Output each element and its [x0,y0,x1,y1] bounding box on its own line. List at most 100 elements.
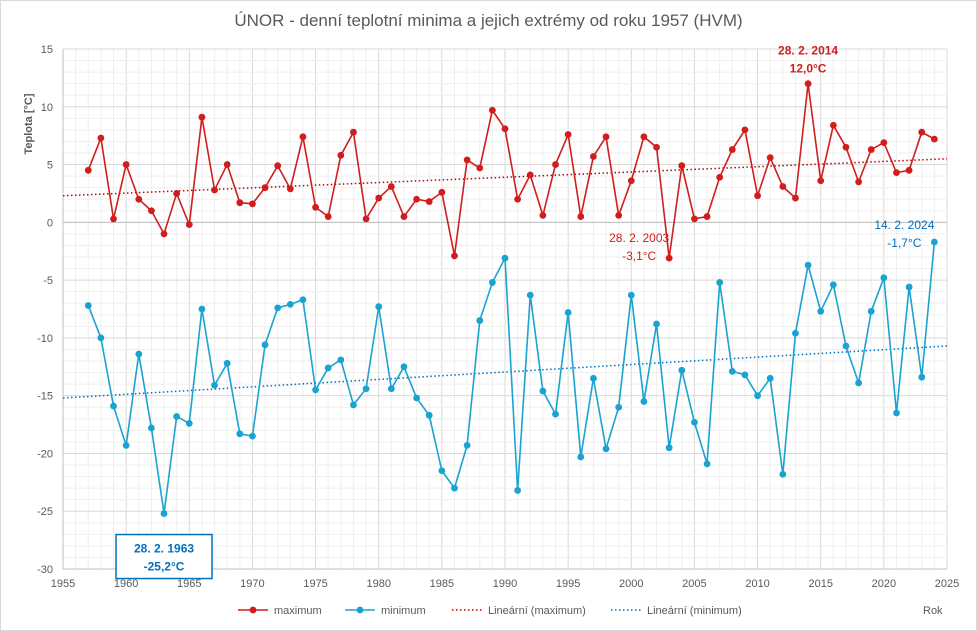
y-tick-label: -25 [37,506,53,518]
x-tick-label: 2015 [808,578,832,590]
data-point-maximum [779,183,787,190]
data-point-maximum [261,184,269,192]
data-point-minimum [691,418,698,426]
data-point-minimum [476,317,484,324]
data-point-maximum [451,252,458,260]
data-point-maximum [640,133,648,141]
data-point-minimum [160,510,168,517]
data-point-maximum [539,212,547,219]
x-tick-label: 2000 [619,578,643,590]
legend-marker [249,606,257,614]
x-tick-label: 1970 [240,578,264,590]
data-point-minimum [918,373,926,381]
x-tick-label: 1995 [556,578,580,590]
data-point-maximum [148,207,155,215]
data-point-maximum [855,178,862,186]
series-line-minimum [87,241,936,514]
data-point-minimum [375,303,383,311]
data-point-minimum [274,304,282,312]
data-point-maximum [867,146,875,153]
annotation-text: -25,2°C [144,560,185,574]
data-point-maximum [627,177,635,185]
x-tick-label: 2025 [935,578,959,590]
chart-title: ÚNOR - denní teplotní minima a jejich ex… [234,11,743,30]
annotation-text: 28. 2. 2003 [609,231,669,245]
data-point-minimum [173,413,181,420]
data-point-maximum [438,188,446,196]
annotation-text: 14. 2. 2024 [874,218,934,232]
series-line-maximum [87,83,935,259]
data-point-minimum [867,307,875,315]
data-point-maximum [400,213,408,220]
data-point-minimum [766,374,774,382]
data-point-maximum [476,164,484,172]
data-point-maximum [905,166,913,174]
data-point-maximum [918,128,926,136]
data-point-minimum [829,281,837,289]
data-point-minimum [425,411,433,419]
x-tick-label: 1975 [303,578,327,590]
data-point-minimum [855,379,862,387]
data-point-maximum [703,213,711,220]
annotation-box [115,533,213,580]
data-point-maximum [463,156,471,164]
data-point-minimum [135,350,143,358]
data-point-minimum [880,274,888,282]
data-point-minimum [211,381,218,389]
data-point-minimum [97,334,105,342]
legend-label: minimum [381,605,426,617]
data-point-minimum [223,359,231,367]
data-point-maximum [678,162,686,170]
legend-marker [356,606,364,614]
data-point-maximum [185,221,193,229]
data-point-minimum [905,283,913,291]
data-point-maximum [766,154,774,162]
data-point-minimum [678,366,686,374]
annotation-text: -3,1°C [622,249,656,263]
data-point-maximum [249,200,256,208]
y-tick-label: -15 [37,391,53,403]
data-point-maximum [930,135,938,143]
legend-label: maximum [274,605,322,617]
data-point-minimum [249,432,256,440]
data-point-minimum [615,403,623,411]
data-point-minimum [438,467,446,475]
data-point-maximum [122,161,130,168]
data-point-maximum [413,195,420,203]
data-point-maximum [362,215,370,223]
data-point-minimum [590,374,597,382]
data-point-maximum [160,230,168,238]
data-point-minimum [703,460,711,468]
data-point-minimum [716,279,724,286]
x-axis-label: Rok [923,605,943,617]
data-point-maximum [842,143,850,151]
data-point-maximum [880,139,888,147]
data-point-maximum [754,192,761,200]
annotation-text: 28. 2. 1963 [134,542,194,556]
y-tick-label: 15 [41,44,53,56]
data-point-minimum [514,487,522,494]
data-point-minimum [312,386,319,394]
y-tick-label: 10 [41,102,53,114]
x-tick-label: 1990 [493,578,517,590]
data-point-minimum [324,364,332,372]
data-point-minimum [741,371,749,379]
data-point-maximum [110,215,117,223]
y-tick-label: 0 [47,217,53,229]
data-point-maximum [792,194,799,202]
data-point-maximum [741,126,749,134]
data-point-maximum [804,80,812,88]
data-point-minimum [779,470,787,478]
data-point-maximum [728,146,736,153]
data-point-minimum [488,279,496,286]
data-point-minimum [185,420,193,427]
data-point-minimum [236,430,244,438]
data-point-maximum [387,183,395,190]
y-axis-label: Teplota [°C] [23,93,35,154]
data-point-minimum [602,445,610,453]
x-tick-label: 2010 [745,578,769,590]
data-point-maximum [615,212,623,219]
data-point-maximum [526,171,534,179]
data-point-minimum [400,363,408,371]
